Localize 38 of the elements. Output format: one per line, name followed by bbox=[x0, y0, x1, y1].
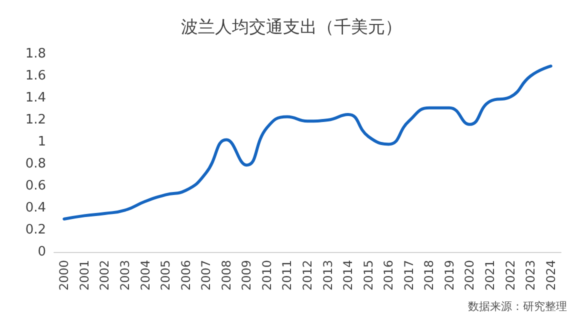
x-tick-label: 2003 bbox=[118, 260, 132, 291]
y-tick-label: 1.2 bbox=[25, 112, 46, 128]
source-note: 数据来源：研究整理 bbox=[468, 300, 567, 313]
x-tick-label: 2019 bbox=[442, 260, 456, 291]
y-tick-label: 0.2 bbox=[25, 222, 46, 238]
x-tick-label: 2011 bbox=[280, 260, 294, 291]
y-tick-label: 0 bbox=[38, 244, 46, 260]
x-tick-label: 2015 bbox=[361, 260, 376, 291]
x-tick-label: 2022 bbox=[503, 260, 518, 291]
x-tick-label: 2024 bbox=[544, 260, 558, 291]
x-tick-label: 2002 bbox=[98, 260, 112, 291]
y-tick-label: 1 bbox=[38, 134, 46, 150]
x-tick-label: 2008 bbox=[219, 260, 234, 291]
x-tick-label: 2010 bbox=[260, 260, 274, 291]
x-tick-label: 2013 bbox=[320, 260, 335, 291]
x-tick-label: 2017 bbox=[402, 260, 416, 291]
x-tick-label: 2012 bbox=[300, 260, 314, 291]
y-tick-label: 0.4 bbox=[25, 200, 46, 216]
x-tick-label: 2009 bbox=[240, 260, 254, 291]
chart-title: 波兰人均交通支出（千美元） bbox=[181, 18, 402, 38]
x-tick-label: 2023 bbox=[524, 260, 538, 291]
y-tick-label: 1.6 bbox=[25, 68, 46, 84]
y-tick-label: 0.6 bbox=[25, 178, 46, 194]
line-series bbox=[62, 64, 552, 220]
x-tick-label: 2001 bbox=[77, 260, 92, 291]
y-tick-label: 1.8 bbox=[25, 46, 46, 62]
x-tick-label: 2000 bbox=[57, 260, 72, 291]
x-tick-label: 2021 bbox=[483, 260, 498, 291]
y-tick-label: 1.4 bbox=[25, 90, 46, 106]
x-tick-label: 2016 bbox=[382, 260, 396, 291]
x-tick-label: 2018 bbox=[422, 260, 436, 291]
x-tick-label: 2004 bbox=[138, 260, 152, 291]
x-tick-label: 2020 bbox=[462, 260, 477, 291]
x-tick-label: 2006 bbox=[178, 260, 193, 291]
x-tick-label: 2005 bbox=[158, 260, 173, 291]
y-tick-label: 0.8 bbox=[25, 156, 46, 172]
x-tick-label: 2007 bbox=[199, 260, 214, 291]
x-tick-label: 2014 bbox=[341, 260, 356, 291]
